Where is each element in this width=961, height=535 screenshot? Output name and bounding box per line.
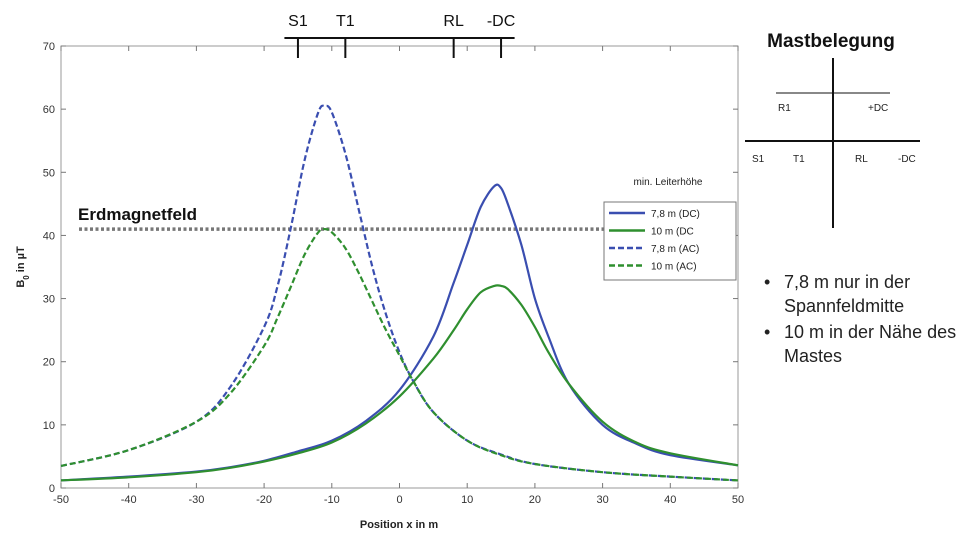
series-line-4 [60, 227, 739, 482]
x-tick-label: 10 [461, 494, 473, 506]
x-tick-label: 40 [664, 494, 676, 506]
series-lines [60, 104, 739, 482]
y-tick-label: 0 [49, 483, 55, 495]
conductor-label: RL [443, 13, 464, 30]
legend: min. Leiterhöhe 7,8 m (DC) 10 m (DC 7,8 m … [603, 177, 737, 281]
note-item: 10 m in der Nähe des Mastes [762, 320, 960, 368]
mast-label-t1: T1 [793, 154, 805, 165]
conductor-label: T1 [336, 13, 355, 30]
x-tick-label: 20 [529, 494, 541, 506]
y-axis-label-unit: in µT [15, 246, 27, 275]
series-line-2 [60, 284, 739, 482]
mast-label-minus-dc: -DC [898, 154, 916, 165]
y-tick-label: 60 [43, 104, 55, 116]
legend-entry-label: 10 m (DC [651, 227, 694, 238]
conductor-label: S1 [288, 13, 308, 30]
y-axis: 0 10 20 30 40 50 60 70 [43, 41, 738, 495]
legend-entry-label: 7,8 m (AC) [651, 244, 699, 255]
note-item: 7,8 m nur in der Spannfeldmitte [762, 270, 960, 318]
x-axis: -50 -40 -30 -20 -10 0 10 20 30 40 50 [53, 46, 744, 506]
x-tick-label: 30 [596, 494, 608, 506]
y-tick-label: 70 [43, 41, 55, 53]
x-axis-label: Position x in m [360, 519, 438, 531]
conductor-position-bar: S1 T1 RL -DC [284, 13, 515, 58]
y-axis-label-symbol: B [15, 280, 27, 288]
legend-entry-label: 7,8 m (DC) [651, 209, 700, 220]
mast-title: Mastbelegung [767, 31, 895, 52]
x-tick-label: -20 [256, 494, 272, 506]
conductor-label: -DC [487, 13, 515, 30]
x-tick-label: -10 [324, 494, 340, 506]
earth-field-label: Erdmagnetfeld [78, 205, 197, 224]
y-tick-label: 10 [43, 420, 55, 432]
x-tick-label: 0 [396, 494, 402, 506]
y-tick-label: 20 [43, 357, 55, 369]
x-tick-label: -30 [188, 494, 204, 506]
x-tick-label: -40 [121, 494, 137, 506]
mast-diagram: Mastbelegung R1 +DC S1 T1 RL -DC [745, 31, 920, 228]
y-axis-label: B0 in µT [15, 246, 31, 288]
legend-box [603, 201, 737, 281]
legend-entry-label: 10 m (AC) [651, 262, 697, 273]
mast-label-s1: S1 [752, 154, 765, 165]
x-tick-label: 50 [732, 494, 744, 506]
notes-list: 7,8 m nur in der Spannfeldmitte 10 m in … [762, 270, 960, 370]
mast-label-r1: R1 [778, 103, 791, 114]
mast-label-rl: RL [855, 154, 868, 165]
legend-title: min. Leiterhöhe [634, 177, 703, 188]
mast-label-plus-dc: +DC [868, 103, 888, 114]
y-tick-label: 40 [43, 230, 55, 242]
y-tick-label: 30 [43, 294, 55, 306]
y-axis-label-subscript: 0 [22, 275, 31, 280]
x-tick-label: -50 [53, 494, 69, 506]
y-tick-label: 50 [43, 167, 55, 179]
